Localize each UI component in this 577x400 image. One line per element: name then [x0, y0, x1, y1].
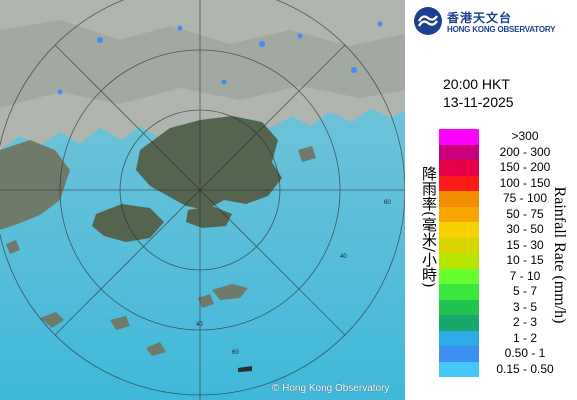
range-spoke	[54, 44, 346, 336]
legend-swatch	[439, 346, 479, 362]
legend-row: 200 - 300	[439, 144, 577, 160]
logo-name-zh: 香港天文台	[447, 11, 513, 25]
hong-kong-island	[186, 206, 232, 228]
legend-row: 75 - 100	[439, 191, 577, 207]
legend-row: 50 - 75	[439, 206, 577, 222]
observatory-logo[interactable]: 香港天文台 HONG KONG OBSERVATORY	[413, 6, 577, 38]
rain-echo	[351, 67, 357, 73]
island-east-1	[298, 146, 316, 162]
legend-swatch	[439, 315, 479, 331]
legend-swatch	[439, 268, 479, 284]
hong-kong-observatory-logo-icon	[414, 7, 442, 35]
island-south-3	[146, 342, 166, 356]
rain-echo	[97, 37, 103, 43]
lantau-island	[92, 204, 164, 242]
island-west-1	[6, 240, 20, 254]
legend-range-label: 2 - 3	[512, 315, 537, 329]
range-ring-label: 60	[232, 350, 239, 356]
legend-row: 2 - 3	[439, 315, 577, 331]
legend-swatch	[439, 160, 479, 176]
island-south-1	[212, 284, 248, 300]
radar-map-canvas: 60 40 60 40	[0, 0, 405, 400]
legend-range-label: 15 - 30	[506, 237, 544, 252]
hong-kong-land	[136, 116, 282, 210]
legend-row: 1 - 2	[439, 330, 577, 346]
legend-swatch	[439, 253, 479, 269]
legend-row: 150 - 200	[439, 160, 577, 176]
legend-title-en-wrapper: Rainfall Rate (mm/h)	[545, 130, 573, 380]
observation-date: 13-11-2025	[443, 94, 514, 110]
legend-range-label: 200 - 300	[499, 144, 551, 159]
rain-echo	[297, 33, 303, 39]
legend-swatch	[439, 144, 479, 160]
legend-title-zh: 降雨率(毫米/小時)	[420, 166, 438, 288]
observation-time: 20:00 HKT	[443, 76, 510, 92]
legend-swatch	[439, 361, 479, 377]
rain-echo	[221, 79, 227, 85]
legend-swatch	[439, 284, 479, 300]
island-southwest-1	[40, 312, 64, 328]
legend-row: 0.50 - 1	[439, 346, 577, 362]
radar-map: 60 40 60 40 © Hong Kong Observatory	[0, 0, 405, 400]
legend-row: 15 - 30	[439, 237, 577, 253]
legend-swatch	[439, 175, 479, 191]
legend-row: 7 - 10	[439, 268, 577, 284]
legend-row: 0.15 - 0.50	[439, 361, 577, 377]
rain-echo	[57, 89, 63, 95]
legend-range-label: 5 - 7	[512, 284, 537, 298]
map-copyright: © Hong Kong Observatory	[272, 383, 390, 394]
legend-row: 100 - 150	[439, 175, 577, 191]
legend-swatch	[439, 191, 479, 207]
island-south-2	[198, 294, 214, 308]
legend-range-label: >300	[511, 129, 539, 143]
legend-swatch	[439, 299, 479, 315]
legend-range-label: 7 - 10	[509, 268, 541, 283]
legend-row: 10 - 15	[439, 253, 577, 269]
range-ring-label: 60	[384, 200, 391, 206]
logo-name-en: HONG KONG OBSERVATORY	[447, 25, 556, 34]
legend-row: >300	[439, 129, 577, 145]
range-ring-label: 40	[196, 322, 203, 328]
rainfall-legend: >300 200 - 300 150 - 200 100 - 150 75 - 100 5…	[439, 129, 577, 377]
range-ring-label: 40	[340, 254, 347, 260]
legend-row: 5 - 7	[439, 284, 577, 300]
rain-echo	[177, 25, 183, 31]
legend-title-en: Rainfall Rate (mm/h)	[551, 186, 568, 324]
rain-echo	[259, 41, 265, 47]
legend-range-label: 3 - 5	[512, 299, 537, 314]
west-coast-land	[0, 140, 70, 230]
legend-range-label: 150 - 200	[499, 160, 551, 174]
legend-swatch	[439, 129, 479, 145]
legend-row: 30 - 50	[439, 222, 577, 238]
range-rings	[0, 0, 405, 400]
legend-row: 3 - 5	[439, 299, 577, 315]
info-panel: 香港天文台 HONG KONG OBSERVATORY 20:00 HKT 13…	[405, 0, 577, 400]
legend-range-label: 30 - 50	[506, 222, 544, 236]
rain-echo	[377, 21, 383, 27]
legend-range-label: 0.15 - 0.50	[496, 361, 554, 376]
legend-swatch	[439, 206, 479, 222]
legend-range-label: 0.50 - 1	[504, 346, 546, 360]
legend-swatch	[439, 330, 479, 346]
legend-range-label: 10 - 15	[506, 253, 544, 267]
legend-swatch	[439, 222, 479, 238]
legend-range-label: 1 - 2	[512, 330, 537, 345]
island-southwest-2	[110, 316, 130, 330]
island-south-4	[238, 366, 252, 372]
legend-range-label: 100 - 150	[499, 175, 551, 190]
legend-range-label: 75 - 100	[502, 191, 548, 205]
legend-range-label: 50 - 75	[506, 206, 544, 221]
legend-swatch	[439, 237, 479, 253]
